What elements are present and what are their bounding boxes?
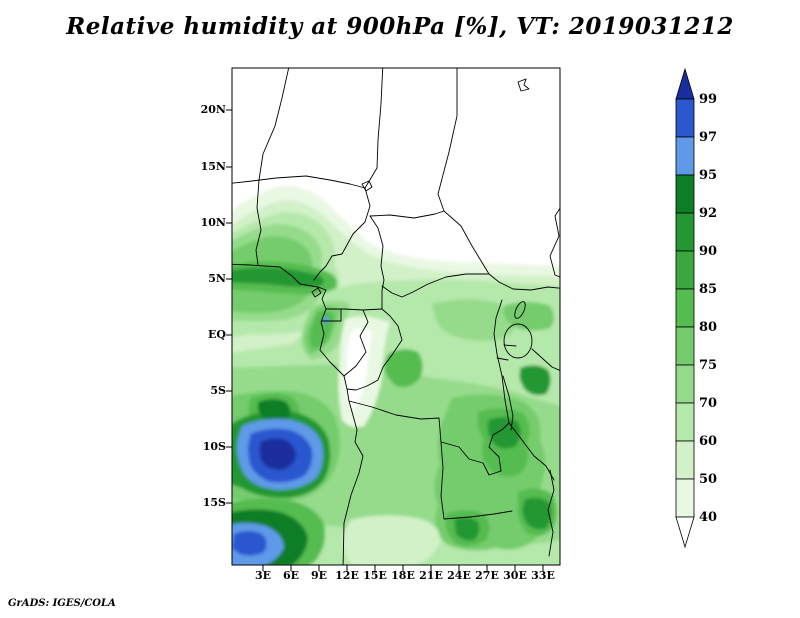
colorbar-label: 70 [699,396,718,411]
colorbar-segment [675,402,695,442]
contour-fill-90 [519,365,551,396]
lake-malawi-shore [547,469,555,557]
map-frame [231,67,561,566]
x-tick-label: 12E [335,569,359,582]
border-chad-sudan [437,68,490,275]
grads-credit: GrADS: IGES/COLA [8,598,116,609]
y-tick-label: 15S [202,496,226,509]
contour-fill-92 [257,399,291,421]
border-angola-zambia [440,441,513,520]
colorbar-segment [675,288,695,328]
contour-fill-50 [343,515,441,565]
border-drc-east-lakes [493,299,510,424]
y-tick-label: 10N [200,216,226,229]
border-nigeria-cameroon [313,187,371,281]
contour-fill-90 [487,417,521,449]
border-chad-car [369,210,445,219]
plot-title: Relative humidity at 900hPa [%], VT: 201… [66,13,734,40]
colorbar-segment [675,440,695,480]
axis-ticks [226,109,544,571]
colorbar-label: 90 [699,244,718,259]
lake-tanganyika [502,375,514,431]
border-cameroon-car [369,215,385,310]
colorbar-segment [675,250,695,290]
contour-fill-97 [232,531,267,556]
y-tick-label: 20N [200,103,226,116]
contour-fill-90 [522,497,552,530]
colorbar-segment [675,98,695,138]
colorbar-label: 99 [699,92,718,107]
x-tick-label: 3E [254,569,272,582]
x-tick-label: 6E [282,569,300,582]
y-tick-label: 5N [208,272,226,285]
border-detail-northeast [517,78,530,92]
contour-fill-90 [232,267,324,287]
lake-albert [514,301,526,319]
contour-fill-70 [432,299,515,341]
map-canvas [226,67,561,571]
colorbar-segment [675,67,695,100]
border-uganda-tanzania [496,344,517,361]
y-tick-label: 15N [200,160,226,173]
colorbar-segment [675,174,695,214]
colorbar-label: 75 [699,358,718,373]
border-niger-chad [364,68,384,189]
border-gabon-congo [343,309,369,377]
colorbar-segment [675,212,695,252]
colorbar-label: 97 [699,130,718,145]
colorbar-label: 85 [699,282,718,297]
x-tick-label: 27E [475,569,499,582]
border-coastline [232,263,364,565]
colorbar-label: 80 [699,320,718,335]
border-kenya-tanzania [531,348,560,371]
contour-fill-99 [259,438,296,470]
y-tick-label: EQ [208,328,226,341]
border-tanzania-zambia [508,422,555,481]
colorbar-segment [675,516,695,549]
contour-fill-90 [454,517,480,541]
lake-victoria [503,323,533,359]
border-cameroon-gabon [321,308,383,322]
x-tick-label: 18E [391,569,415,582]
colorbar-segment [675,136,695,176]
x-tick-label: 9E [310,569,328,582]
colorbar-segment [675,364,695,404]
country-borders [232,68,560,565]
colorbar [675,67,695,549]
x-tick-label: 30E [503,569,527,582]
x-tick-label: 33E [531,569,555,582]
lake-chad [361,180,373,192]
x-tick-label: 21E [419,569,443,582]
border-congo-drc [346,308,403,391]
colorbar-label: 40 [699,510,718,525]
border-ethiopia [549,207,560,278]
border-niger-nigeria [232,175,366,189]
colorbar-segment [675,478,695,518]
y-tick-label: 5S [210,384,226,397]
contour-fill-80 [384,349,423,387]
colorbar-label: 95 [699,168,718,183]
border-car-drc [381,273,490,298]
y-tick-label: 10S [202,440,226,453]
border-drc-angola [348,400,510,476]
x-tick-label: 15E [363,569,387,582]
border-island [311,287,322,298]
x-tick-label: 24E [447,569,471,582]
border-sudan-uganda-kenya [488,273,560,291]
colorbar-label: 60 [699,434,718,449]
colorbar-segment [675,326,695,366]
colorbar-label: 92 [699,206,718,221]
border-niger-benin [255,68,290,266]
humidity-shading [232,185,560,565]
colorbar-label: 50 [699,472,718,487]
contour-fill-95 [323,317,329,323]
